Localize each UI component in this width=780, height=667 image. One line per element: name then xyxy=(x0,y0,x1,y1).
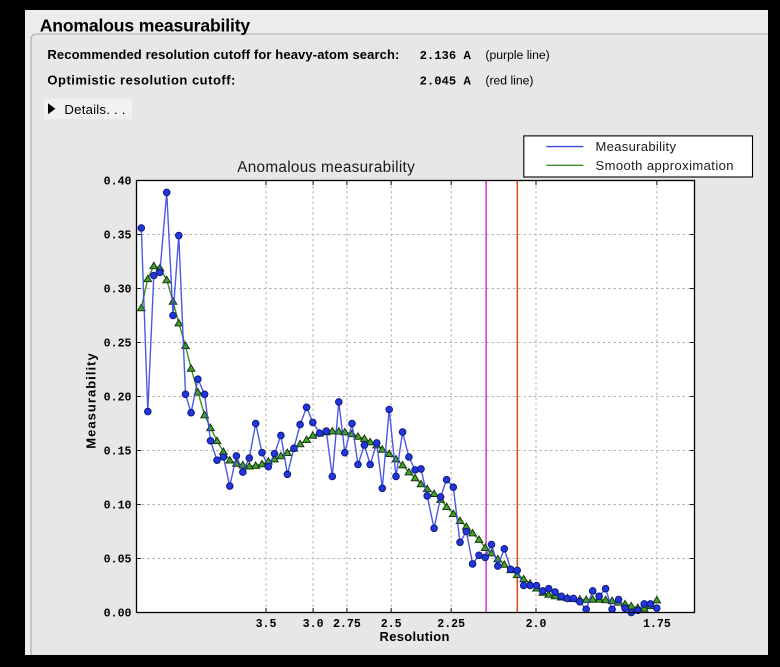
svg-text:2.25: 2.25 xyxy=(437,618,465,631)
svg-text:0.40: 0.40 xyxy=(104,176,132,189)
svg-text:1.75: 1.75 xyxy=(643,618,671,631)
svg-text:0.20: 0.20 xyxy=(104,392,132,405)
svg-text:0.35: 0.35 xyxy=(104,230,132,243)
svg-text:Measurability: Measurability xyxy=(596,139,677,154)
svg-text:Details. . .: Details. . . xyxy=(64,102,125,117)
svg-text:Anomalous measurability: Anomalous measurability xyxy=(40,16,251,36)
svg-text:0.25: 0.25 xyxy=(104,338,132,351)
svg-text:2.045 A: 2.045 A xyxy=(420,74,472,88)
svg-text:0.15: 0.15 xyxy=(104,446,132,459)
svg-text:3.0: 3.0 xyxy=(303,618,324,631)
svg-text:Recommended resolution cutoff: Recommended resolution cutoff for heavy-… xyxy=(47,47,399,62)
svg-text:0.10: 0.10 xyxy=(104,500,132,513)
svg-text:Anomalous measurability: Anomalous measurability xyxy=(237,159,415,176)
svg-text:(red line): (red line) xyxy=(485,73,533,87)
svg-text:0.30: 0.30 xyxy=(104,284,132,297)
svg-text:2.0: 2.0 xyxy=(526,618,547,631)
svg-text:2.5: 2.5 xyxy=(381,618,402,631)
svg-text:Resolution: Resolution xyxy=(380,629,450,644)
svg-text:0.05: 0.05 xyxy=(104,554,132,567)
svg-text:Optimistic resolution cutoff:: Optimistic resolution cutoff: xyxy=(47,72,235,87)
svg-text:2.75: 2.75 xyxy=(333,618,361,631)
svg-text:2.136 A: 2.136 A xyxy=(420,49,472,63)
svg-text:Smooth approximation: Smooth approximation xyxy=(596,158,734,173)
svg-text:3.5: 3.5 xyxy=(256,618,277,631)
svg-text:Measurability: Measurability xyxy=(84,352,99,448)
svg-text:(purple line): (purple line) xyxy=(485,48,549,62)
svg-text:0.00: 0.00 xyxy=(104,608,132,621)
